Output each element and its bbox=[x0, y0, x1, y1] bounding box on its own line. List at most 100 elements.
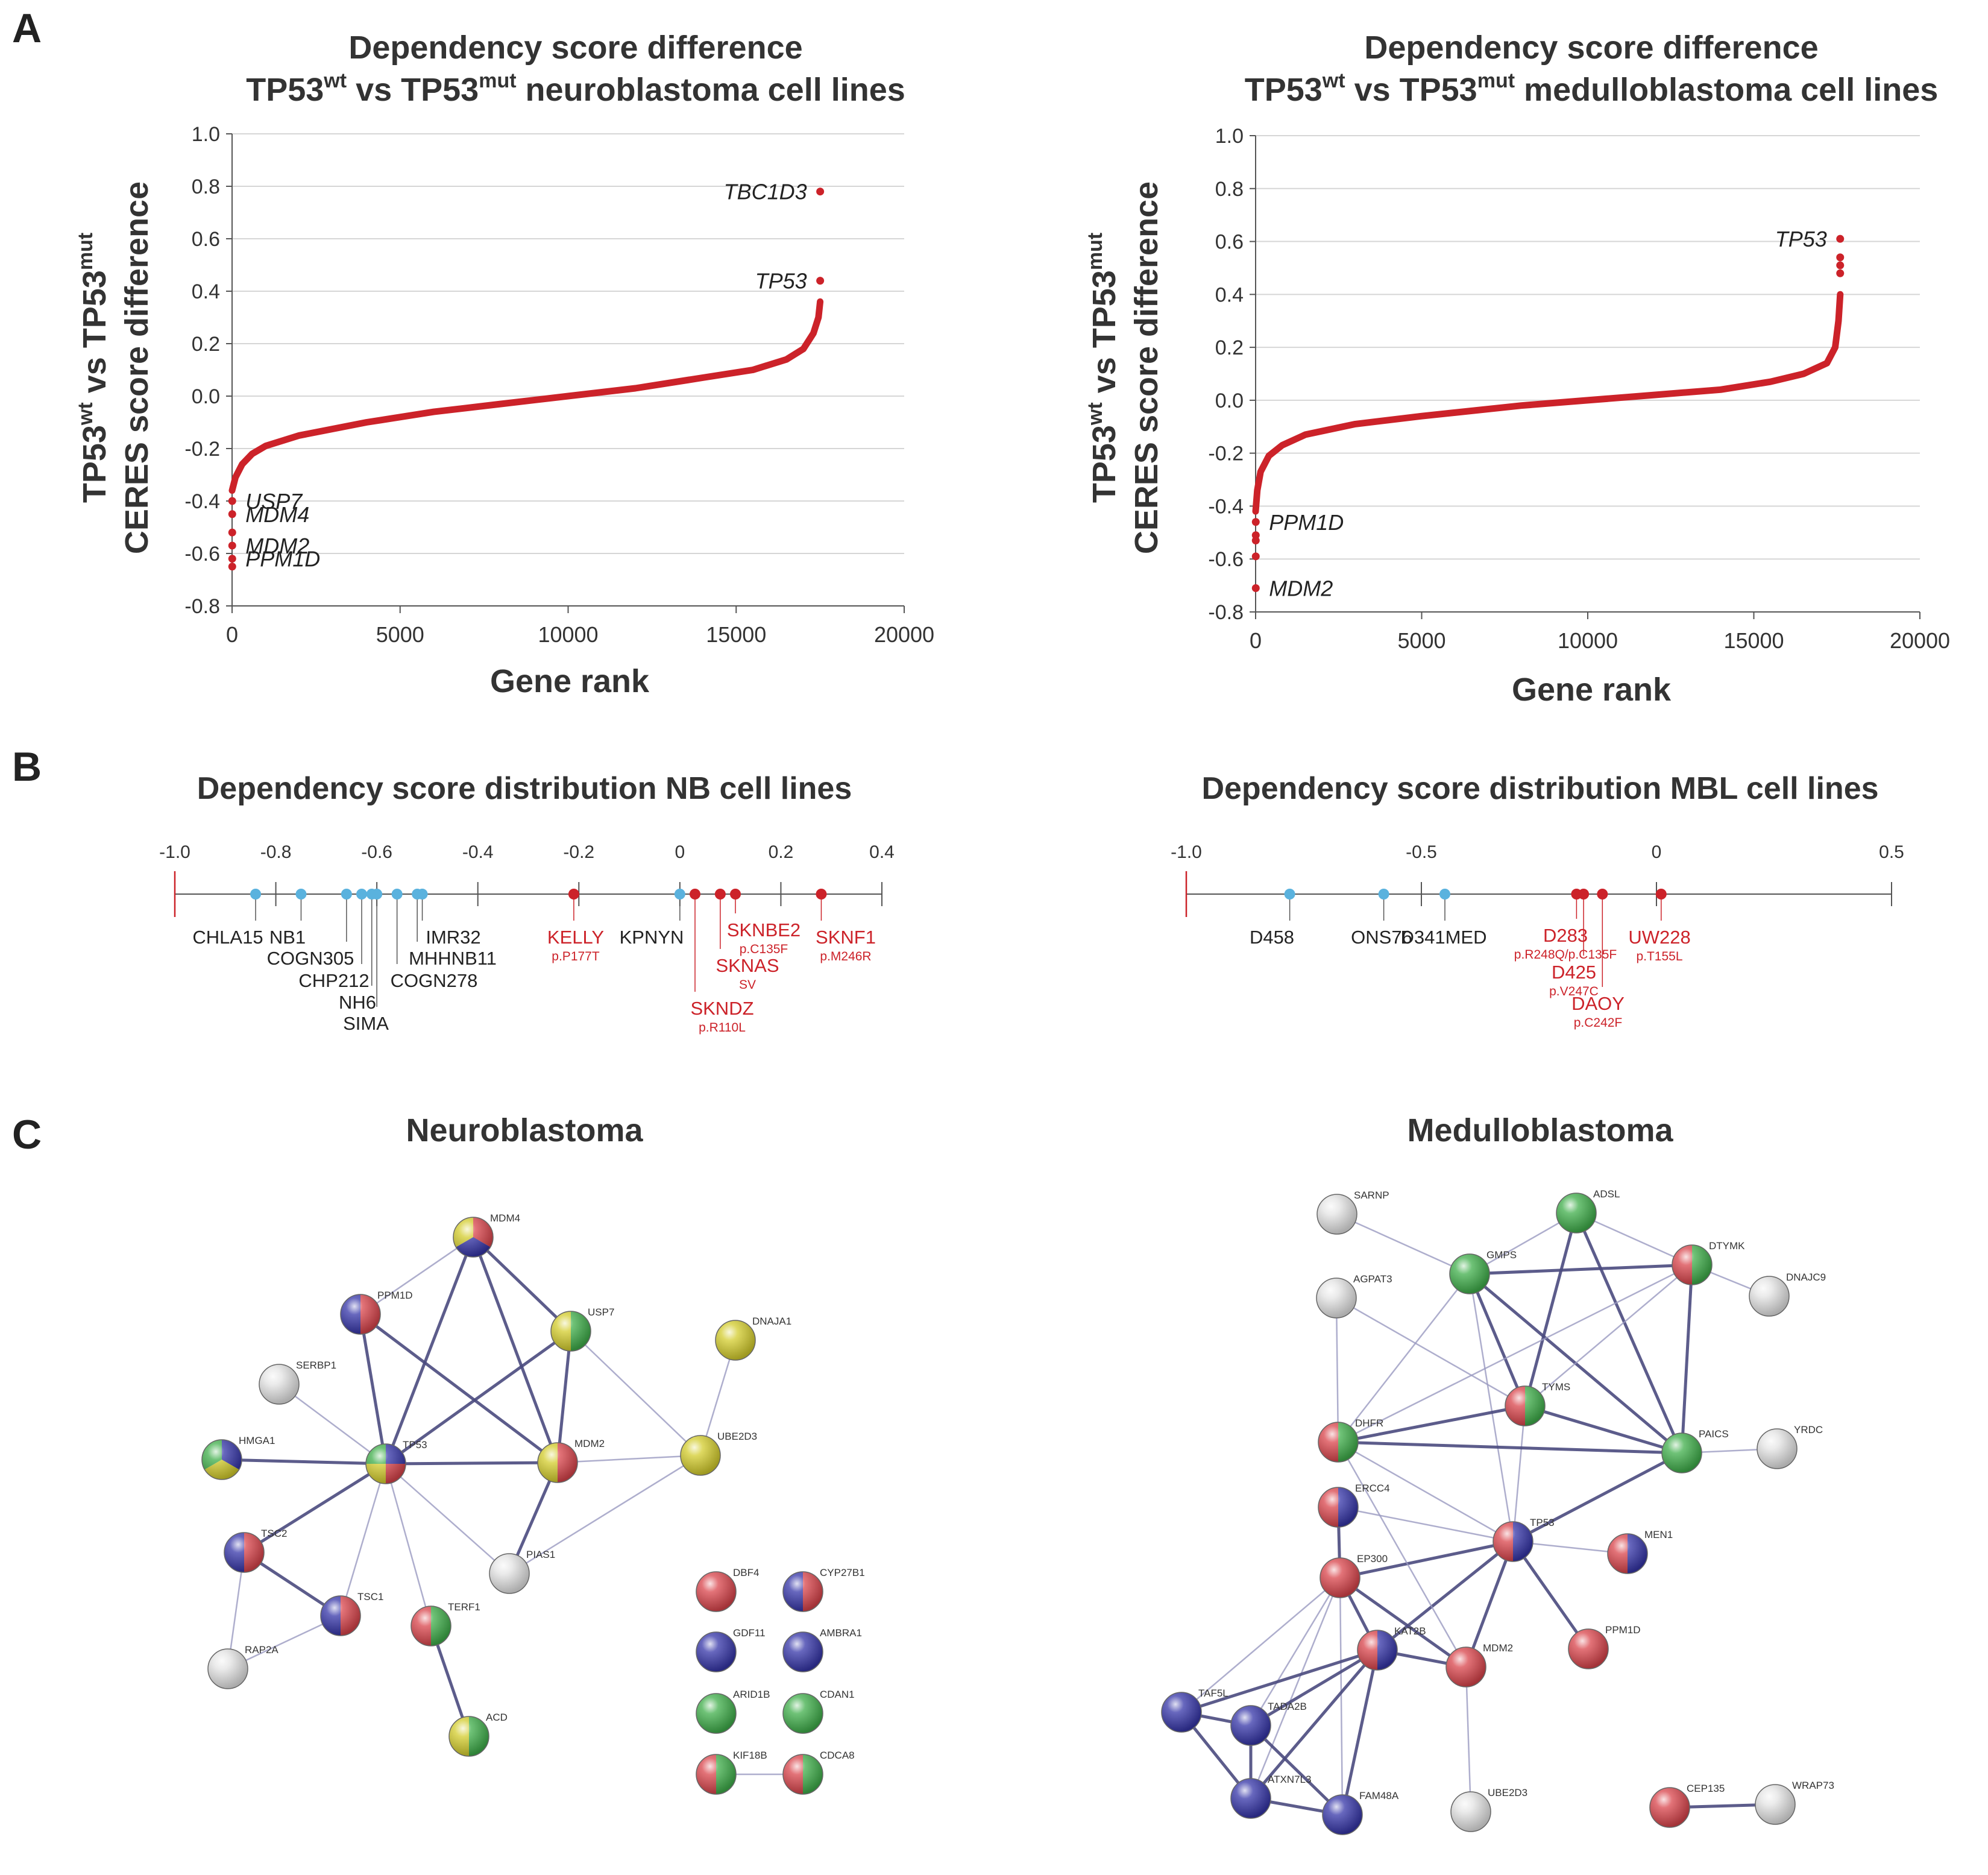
node-gloss bbox=[366, 1444, 406, 1484]
strip-tick-label: 0 bbox=[675, 842, 685, 862]
panel-label-a: A bbox=[12, 5, 42, 51]
node-gloss bbox=[1608, 1534, 1647, 1574]
node-outline bbox=[537, 1442, 578, 1483]
strip-point bbox=[295, 889, 307, 900]
strip-point-label: COGN305 bbox=[267, 948, 354, 969]
strip-point bbox=[689, 889, 700, 900]
node-outline bbox=[1556, 1193, 1597, 1234]
node-label: MDM2 bbox=[574, 1438, 605, 1449]
strip-point-label: IMR32 bbox=[426, 927, 480, 948]
node-label: CYP27B1 bbox=[820, 1567, 865, 1578]
node-gloss bbox=[449, 1716, 489, 1756]
network-edge bbox=[1338, 1404, 1526, 1444]
strip-mutation-label: p.M246R bbox=[820, 950, 871, 963]
strip-point-label: SKNAS bbox=[716, 955, 779, 976]
node-label: GDF11 bbox=[733, 1627, 766, 1639]
strip-point-label: SKNF1 bbox=[816, 927, 876, 948]
network-edge bbox=[1341, 1650, 1379, 1815]
strip-point-label: SIMA bbox=[343, 1013, 389, 1034]
node-outline bbox=[1445, 1647, 1486, 1688]
strip-tick-label: -0.5 bbox=[1406, 842, 1437, 862]
y-tick-label: 0.8 bbox=[192, 175, 220, 198]
node-label: TADA2B bbox=[1268, 1701, 1307, 1712]
node-label: TP53 bbox=[1530, 1517, 1555, 1528]
outlier-point bbox=[1251, 552, 1260, 561]
network-edge bbox=[1524, 1264, 1693, 1407]
node-gloss bbox=[1320, 1558, 1360, 1598]
x-tick-label: 0 bbox=[226, 622, 238, 647]
strip-point bbox=[730, 889, 741, 900]
node-gloss bbox=[1450, 1254, 1489, 1294]
node-gloss bbox=[1493, 1522, 1533, 1561]
y-tick-label: 0.2 bbox=[192, 333, 220, 356]
y-tick-label: 0.8 bbox=[1215, 178, 1244, 201]
node-label: GMPS bbox=[1486, 1249, 1517, 1261]
x-tick-label: 15000 bbox=[1723, 628, 1784, 653]
node-gloss bbox=[411, 1606, 451, 1646]
strip-mutation-label: p.C135F bbox=[740, 942, 788, 956]
node-gloss bbox=[551, 1311, 591, 1351]
node-label: ARID1B bbox=[733, 1689, 770, 1700]
node-gloss bbox=[1446, 1647, 1486, 1687]
network-node: HMGA1 bbox=[201, 1435, 275, 1480]
node-label: USP7 bbox=[588, 1306, 614, 1318]
network-node: TP53 bbox=[1493, 1517, 1555, 1562]
network-edge bbox=[1338, 1273, 1470, 1443]
network-node: MEN1 bbox=[1607, 1529, 1673, 1574]
node-label: AGPAT3 bbox=[1353, 1273, 1392, 1285]
node-outline bbox=[1749, 1276, 1790, 1317]
chart-nb-title-line2: TP53wt vs TP53mut neuroblastoma cell lin… bbox=[246, 69, 905, 108]
node-label: YRDC bbox=[1794, 1424, 1823, 1435]
y-tick-label: 0.4 bbox=[1215, 283, 1244, 306]
node-label: PIAS1 bbox=[526, 1549, 555, 1560]
node-label: ADSL bbox=[1593, 1188, 1620, 1200]
network-edge bbox=[339, 1463, 387, 1616]
strip-point bbox=[1597, 889, 1608, 900]
strip-point-label: KELLY bbox=[547, 927, 604, 948]
network-node: MDM2 bbox=[1445, 1642, 1513, 1688]
network-edge bbox=[385, 1461, 558, 1466]
network-node: TP53 bbox=[365, 1439, 427, 1484]
strip-mutation-label: p.V247C bbox=[1549, 985, 1599, 998]
strip-tick-label: -1.0 bbox=[159, 842, 190, 862]
node-gloss bbox=[783, 1754, 823, 1794]
strip-tick-label: 0.5 bbox=[1879, 842, 1904, 862]
node-label: CDCA8 bbox=[820, 1750, 855, 1761]
chart-medulloblastoma-dependency-difference: Dependency score difference TP53wt vs TP… bbox=[1084, 30, 1950, 708]
outlier-point bbox=[228, 555, 236, 563]
nodes-group: SARNP ADSL GMPS DTYMK DNAJC9 AGPAT3 TYMS DHFR PA… bbox=[1161, 1188, 1834, 1835]
network-edge bbox=[570, 1331, 701, 1456]
network-edge bbox=[556, 1331, 573, 1463]
strip-point bbox=[674, 889, 685, 900]
network-edge bbox=[1335, 1297, 1339, 1443]
network-node: MDM2 bbox=[537, 1438, 605, 1483]
strip-point bbox=[356, 889, 368, 900]
network-edge bbox=[385, 1463, 432, 1627]
node-gloss bbox=[1231, 1706, 1271, 1745]
strip-tick-label: 0.4 bbox=[869, 842, 895, 862]
network-node: DTYMK bbox=[1672, 1240, 1745, 1285]
strip-point-label: ONS76 bbox=[1351, 927, 1412, 948]
network-edge bbox=[359, 1313, 559, 1464]
outlier-label: TP53 bbox=[755, 269, 807, 294]
strip-point-label: UW228 bbox=[1628, 927, 1690, 948]
chart-mb-ylabel-line2: CERES score difference bbox=[1128, 181, 1165, 554]
node-outline bbox=[696, 1754, 737, 1795]
strip-mb-title: Dependency score distribution MBL cell l… bbox=[1201, 771, 1878, 806]
network-node: AMBRA1 bbox=[782, 1627, 862, 1672]
node-outline bbox=[1322, 1794, 1363, 1835]
y-tick-label: 0.0 bbox=[192, 385, 220, 408]
chart-mb-xlabel: Gene rank bbox=[1512, 672, 1672, 708]
node-gloss bbox=[783, 1694, 823, 1733]
outlier-point bbox=[816, 188, 825, 196]
node-gloss bbox=[538, 1443, 577, 1483]
node-gloss bbox=[1317, 1194, 1357, 1234]
node-gloss bbox=[453, 1217, 493, 1257]
strip-point bbox=[816, 889, 827, 900]
node-outline bbox=[680, 1435, 721, 1476]
network-edge bbox=[1576, 1212, 1693, 1266]
strip-tick-label: -0.2 bbox=[563, 842, 594, 862]
chart-nb-title-line1: Dependency score difference bbox=[348, 30, 802, 66]
node-gloss bbox=[696, 1694, 736, 1733]
strip-tick-label: -0.6 bbox=[361, 842, 392, 862]
